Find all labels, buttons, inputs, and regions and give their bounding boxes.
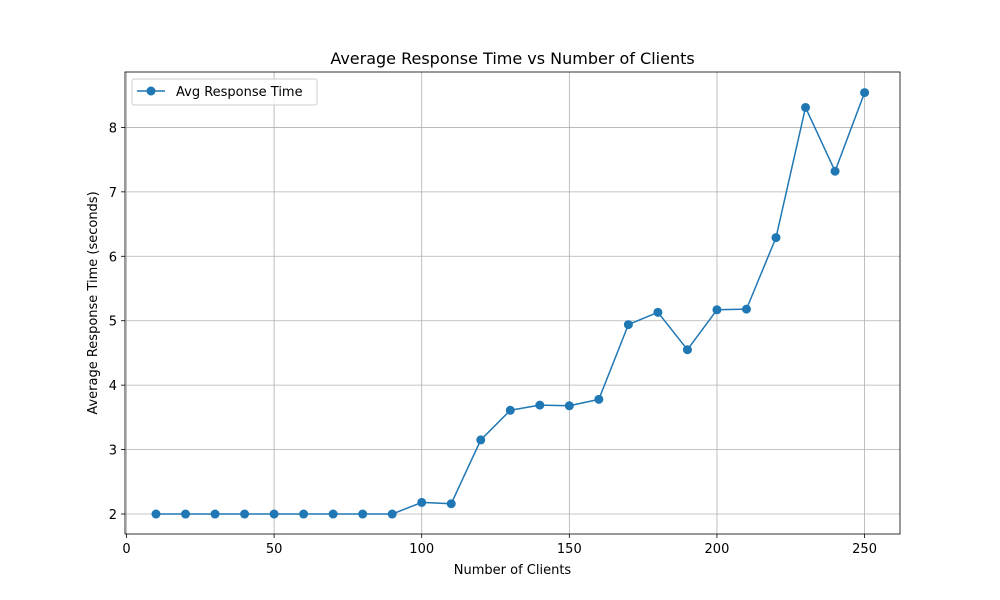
data-point — [830, 166, 840, 176]
data-point — [181, 509, 191, 519]
x-axis-ticks: 0 50 100 150 200 250 — [122, 534, 877, 557]
series-layer — [151, 88, 870, 519]
legend: Avg Response Time — [131, 78, 318, 106]
data-point — [328, 509, 338, 519]
data-point — [771, 233, 781, 243]
legend-label: Avg Response Time — [176, 85, 303, 100]
data-point — [151, 509, 161, 519]
plot-area-frame — [124, 71, 901, 535]
data-point — [535, 400, 545, 410]
data-point — [712, 305, 722, 315]
data-point — [741, 304, 751, 314]
data-point — [801, 102, 811, 112]
data-point — [476, 435, 486, 445]
data-point — [240, 509, 250, 519]
data-point — [269, 509, 279, 519]
x-tick-label: 100 — [409, 542, 434, 557]
y-tick-label: 7 — [109, 186, 117, 201]
chart-title: Average Response Time vs Number of Clien… — [330, 49, 694, 68]
x-tick-label: 0 — [122, 542, 130, 557]
y-tick-label: 2 — [109, 508, 117, 523]
data-point — [358, 509, 368, 519]
x-tick-label: 50 — [266, 542, 283, 557]
legend-box — [131, 78, 318, 106]
x-axis-label: Number of Clients — [454, 563, 572, 578]
x-tick-label: 200 — [705, 542, 730, 557]
x-tick-label: 150 — [557, 542, 582, 557]
grid — [125, 72, 900, 534]
y-tick-label: 8 — [109, 121, 117, 136]
y-axis-ticks: 2 3 4 5 6 7 8 — [109, 121, 125, 523]
y-tick-label: 4 — [109, 379, 117, 394]
data-point — [387, 509, 397, 519]
data-point — [417, 497, 427, 507]
data-point — [653, 307, 663, 317]
data-point — [564, 401, 574, 411]
data-point — [623, 320, 633, 330]
legend-marker-swatch — [146, 86, 156, 96]
y-tick-label: 3 — [109, 444, 117, 459]
y-tick-label: 6 — [109, 250, 117, 265]
data-point — [505, 405, 515, 415]
data-point — [682, 345, 692, 355]
data-point — [860, 88, 870, 98]
y-tick-label: 5 — [109, 315, 117, 330]
data-point — [299, 509, 309, 519]
y-axis-label: Average Response Time (seconds) — [86, 191, 101, 414]
data-point — [446, 499, 456, 509]
data-point — [210, 509, 220, 519]
data-point — [594, 394, 604, 404]
x-tick-label: 250 — [852, 542, 877, 557]
